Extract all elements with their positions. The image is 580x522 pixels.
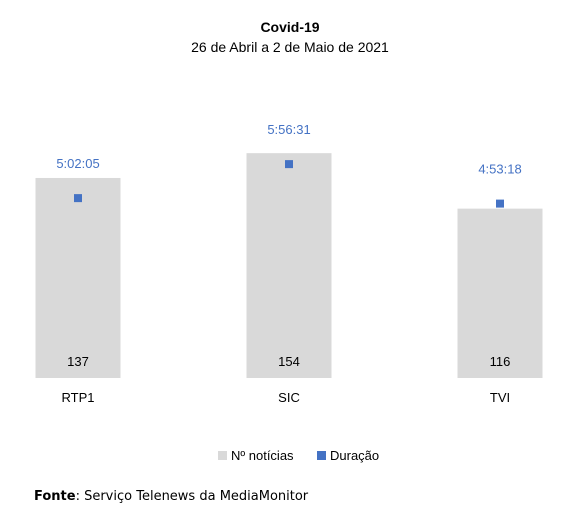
bar-sic (246, 153, 332, 378)
chart-title: Covid-19 (260, 19, 319, 35)
bar-tvi (457, 208, 543, 378)
duration-marker-sic (285, 160, 293, 169)
legend-label-duracao: Duração (330, 448, 379, 463)
duration-label-tvi: 4:53:18 (478, 162, 521, 177)
plot-area: 137 5:02:05 RTP1 154 5:56:31 SIC 116 4:53:18 TVI (35, 122, 543, 405)
duration-marker-rtp1 (74, 194, 82, 203)
duration-label-rtp1: 5:02:05 (56, 156, 99, 171)
bar-label-tvi: 116 (490, 354, 511, 369)
category-label-sic: SIC (278, 390, 300, 405)
legend-label-noticias: Nº notícias (231, 448, 294, 463)
legend: Nº notícias Duração (218, 448, 379, 463)
category-label-rtp1: RTP1 (62, 390, 95, 405)
bar-label-rtp1: 137 (67, 354, 89, 369)
legend-swatch-noticias (218, 451, 227, 460)
legend-swatch-duracao (317, 451, 326, 460)
category-label-tvi: TVI (490, 390, 510, 405)
source-note: Fonte: Serviço Telenews da MediaMonitor (34, 489, 308, 504)
duration-label-sic: 5:56:31 (267, 122, 310, 137)
duration-marker-tvi (496, 199, 504, 208)
bar-rtp1 (35, 177, 121, 378)
source-text: : Serviço Telenews da MediaMonitor (75, 489, 309, 504)
chart-subtitle: 26 de Abril a 2 de Maio de 2021 (191, 39, 389, 55)
source-label: Fonte (34, 489, 76, 504)
bar-label-sic: 154 (278, 354, 300, 369)
